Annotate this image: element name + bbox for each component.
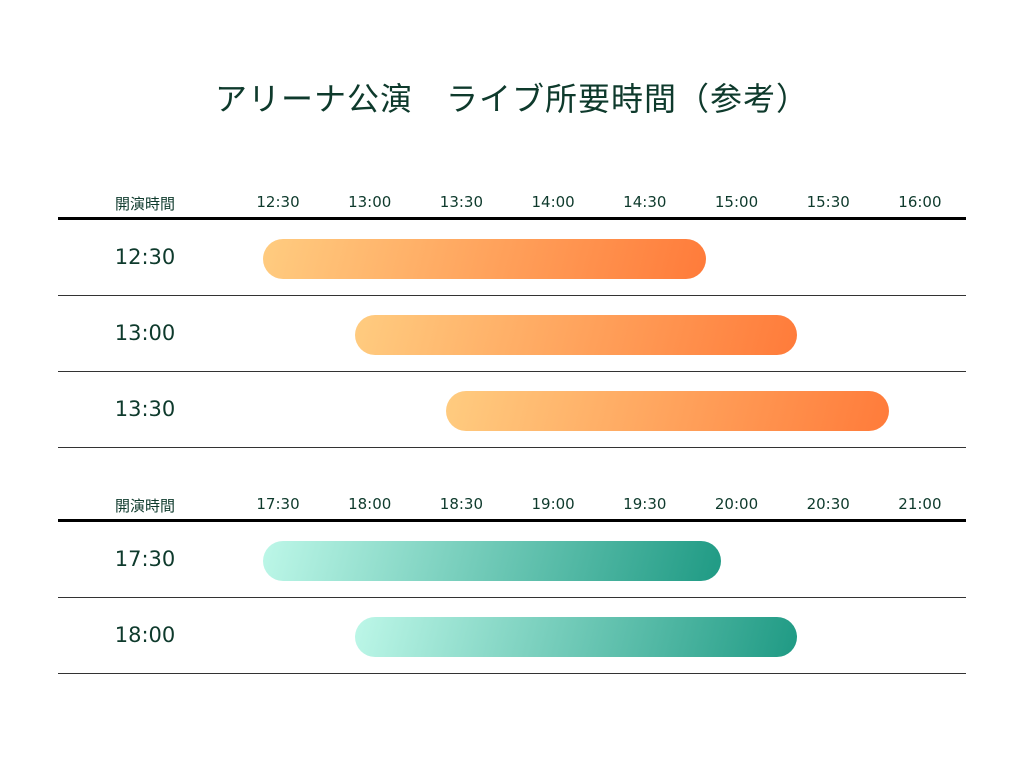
chart-title: アリーナ公演 ライブ所要時間（参考） <box>214 80 809 118</box>
tick-label: 20:00 <box>714 495 759 513</box>
duration-bar <box>263 239 706 279</box>
header-divider <box>58 519 966 522</box>
schedule-row: 17:30 <box>58 522 966 598</box>
tick-label: 18:30 <box>439 495 484 513</box>
schedule-row: 13:30 <box>58 372 966 448</box>
tick-label: 17:30 <box>256 495 300 513</box>
tick-label: 15:30 <box>806 193 850 211</box>
tick-label: 12:30 <box>256 193 300 211</box>
row-label: 17:30 <box>114 547 176 571</box>
schedule-row: 12:30 <box>58 220 966 296</box>
row-label: 13:30 <box>114 397 176 421</box>
tick-label: 14:00 <box>531 193 575 211</box>
tick-label: 20:30 <box>806 495 850 513</box>
header-row: 開演時間 12:30 13:00 13:30 14:00 14:30 15:00 15:30 1… <box>58 189 966 217</box>
tick-label: 14:30 <box>623 193 667 211</box>
tick-label: 15:00 <box>714 193 759 211</box>
header-divider <box>58 217 966 220</box>
duration-bar <box>446 391 890 431</box>
duration-bar <box>263 541 721 581</box>
tick-label: 16:00 <box>898 193 942 211</box>
row-label: 13:00 <box>114 321 176 345</box>
tick-label: 19:30 <box>623 495 667 513</box>
tick-label: 21:00 <box>898 495 942 513</box>
schedule-row: 13:00 <box>58 296 966 372</box>
tick-label: 19:00 <box>531 495 575 513</box>
schedule-afternoon: 開演時間 12:30 13:00 13:30 14:00 14:30 15:00 15:30 1… <box>58 189 966 448</box>
tick-label: 13:30 <box>439 193 484 211</box>
schedule-evening: 開演時間 17:30 18:00 18:30 19:00 19:30 20:00 20:30 2… <box>58 491 966 674</box>
schedule-row: 18:00 <box>58 598 966 674</box>
duration-bar <box>354 315 798 355</box>
column-header: 開演時間 <box>114 195 176 213</box>
tick-label: 13:00 <box>348 193 392 211</box>
column-header: 開演時間 <box>114 497 176 515</box>
duration-bar <box>354 617 798 657</box>
row-label: 18:00 <box>114 623 176 647</box>
tick-label: 18:00 <box>348 495 392 513</box>
header-row: 開演時間 17:30 18:00 18:30 19:00 19:30 20:00 20:30 2… <box>58 491 966 519</box>
row-label: 12:30 <box>114 245 176 269</box>
